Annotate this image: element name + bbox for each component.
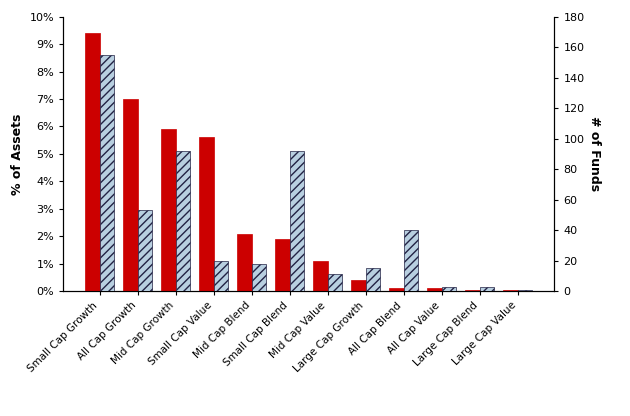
Bar: [123, 99, 138, 291]
Bar: [100, 55, 114, 291]
Bar: [252, 264, 266, 291]
Bar: [238, 233, 252, 291]
Bar: [352, 280, 365, 291]
Bar: [479, 287, 494, 291]
Bar: [199, 137, 214, 291]
Bar: [138, 210, 152, 291]
Bar: [465, 290, 479, 291]
Bar: [161, 129, 176, 291]
Bar: [275, 239, 290, 291]
Bar: [442, 287, 456, 291]
Bar: [518, 290, 532, 291]
Y-axis label: % of Assets: % of Assets: [11, 113, 24, 195]
Bar: [176, 151, 190, 291]
Bar: [328, 275, 342, 291]
Bar: [427, 288, 442, 291]
Bar: [389, 288, 404, 291]
Bar: [404, 230, 418, 291]
Bar: [313, 261, 328, 291]
Bar: [85, 33, 100, 291]
Bar: [503, 290, 518, 291]
Bar: [365, 268, 380, 291]
Bar: [214, 261, 228, 291]
Bar: [290, 151, 304, 291]
Y-axis label: # of Funds: # of Funds: [588, 116, 601, 191]
